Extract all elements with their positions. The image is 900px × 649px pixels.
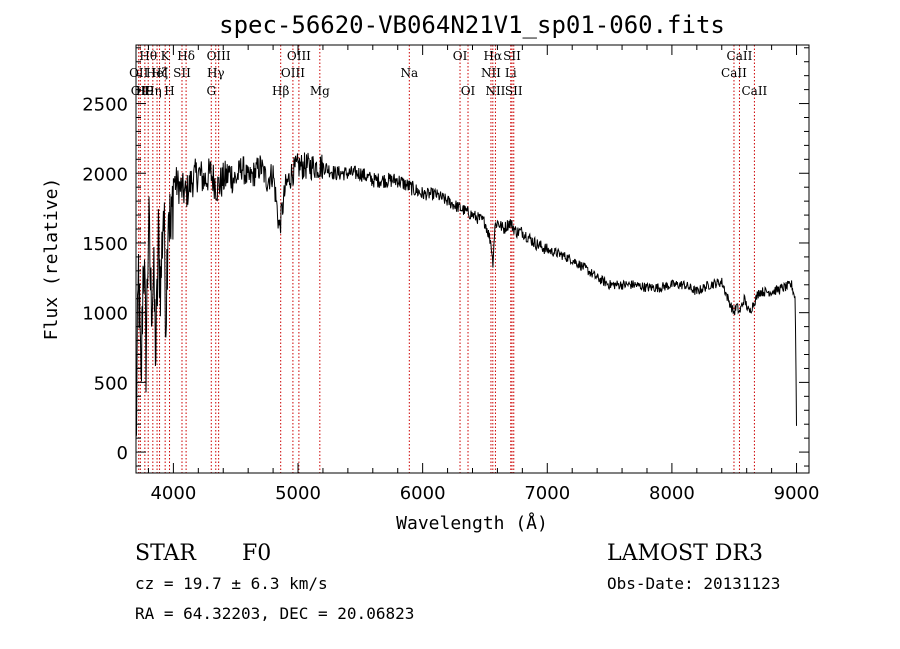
line-label: CaII	[727, 49, 753, 63]
line-label: OIII	[281, 66, 305, 80]
coordinates-readout: RA = 64.32203, DEC = 20.06823	[135, 604, 414, 623]
redshift-readout: cz = 19.7 ± 6.3 km/s	[135, 574, 328, 593]
line-label: Mg	[310, 84, 330, 98]
line-label: SII	[503, 49, 521, 63]
x-tick-label: 6000	[400, 483, 446, 504]
line-label: SII	[173, 66, 191, 80]
x-tick-label: 9000	[774, 483, 820, 504]
line-label: NII	[481, 66, 501, 80]
spectral-line-labels: OIIOIIH9HθHηHeIHζKHSIIHδGHγOIIIHβOIIIOII…	[129, 49, 767, 98]
y-tick-label: 1000	[82, 304, 128, 325]
line-label: Hα	[484, 49, 503, 63]
y-axis-label: Flux (relative)	[41, 178, 62, 341]
x-tick-label: 8000	[649, 483, 695, 504]
line-label: OI	[461, 84, 476, 98]
line-label: HeI	[146, 66, 169, 80]
survey-name: LAMOST DR3	[607, 541, 763, 566]
y-tick-label: 2000	[82, 164, 128, 185]
line-label: CaII	[721, 66, 747, 80]
line-label: Hθ	[139, 49, 157, 63]
line-label: OIII	[287, 49, 311, 63]
line-label: H	[164, 84, 174, 98]
line-label: G	[206, 84, 216, 98]
line-label: SII	[505, 84, 523, 98]
x-tick-label: 7000	[524, 483, 570, 504]
x-axis-label: Wavelength (Å)	[396, 512, 548, 534]
object-subclass: F0	[242, 541, 271, 566]
line-label: Hγ	[207, 66, 225, 80]
y-tick-label: 0	[117, 443, 128, 464]
line-label: Hη	[144, 84, 162, 98]
y-tick-label: 500	[94, 373, 128, 394]
object-class: STAR	[135, 541, 197, 566]
line-label: H9	[136, 84, 154, 98]
line-label: Hζ	[151, 66, 168, 80]
line-label: Na	[400, 66, 418, 80]
line-label: K	[161, 49, 171, 63]
line-label: OII	[129, 66, 149, 80]
line-label: NII	[485, 84, 505, 98]
flux-series-line	[135, 152, 797, 438]
x-tick-label: 5000	[275, 483, 321, 504]
line-label: OI	[453, 49, 468, 63]
line-label: Hβ	[272, 84, 289, 98]
line-label: Li	[505, 66, 517, 80]
x-tick-label: 4000	[150, 483, 196, 504]
y-tick-label: 1500	[82, 234, 128, 255]
observation-date: Obs-Date: 20131123	[607, 574, 780, 593]
plot-frame	[135, 44, 810, 474]
chart-title: spec-56620-VB064N21V1_sp01-060.fits	[219, 11, 725, 39]
line-label: CaII	[741, 84, 767, 98]
line-label: Hδ	[177, 49, 195, 63]
line-label: OIII	[207, 49, 231, 63]
spectral-line-markers	[138, 45, 755, 473]
axis-ticks: 4000 5000 6000 7000 8000 9000 0 500 1000 1500 2000…	[82, 45, 819, 504]
y-tick-label: 2500	[82, 95, 128, 116]
